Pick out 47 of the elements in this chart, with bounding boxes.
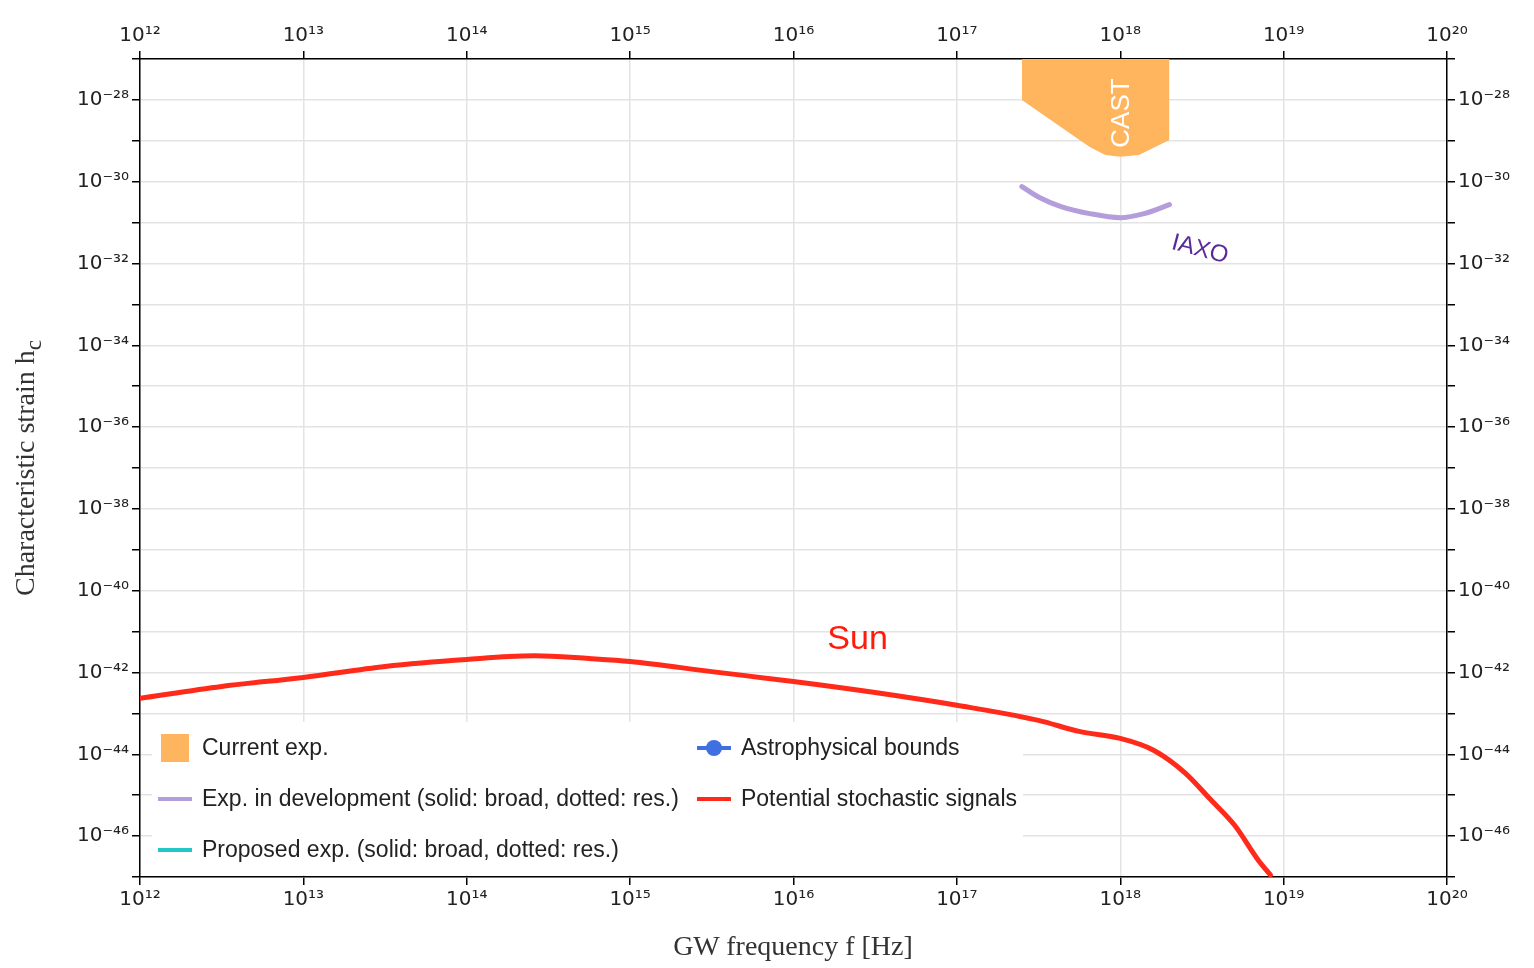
x-tick-label: 10¹⁷ [936, 886, 978, 911]
x-tick-label: 10²⁰ [1426, 886, 1468, 911]
text: 10⁻²⁸ [76, 86, 129, 111]
text: 10⁻³⁴ [76, 331, 129, 356]
x-tick-label: 10¹² [119, 886, 161, 911]
legend-label: Potential stochastic signals [740, 785, 1018, 812]
x-tick-label: 10¹⁹ [1262, 886, 1305, 911]
text: 10¹³ [282, 22, 325, 47]
y-tick-label: 10⁻⁴² [1458, 658, 1511, 683]
text: 10⁻³⁰ [76, 167, 129, 192]
text: 10¹⁴ [446, 22, 488, 47]
y-tick-label: 10⁻³² [1458, 249, 1511, 274]
text: 10²⁰ [1426, 22, 1468, 47]
y-tick-label: 10⁻⁴⁴ [1458, 740, 1511, 765]
legend-label: Exp. in development (solid: broad, dotted: res.) [202, 785, 679, 812]
annotation: CAST [1104, 78, 1135, 148]
y-tick-label: 10⁻³⁸ [1458, 495, 1511, 520]
text: 10¹⁸ [1099, 22, 1141, 47]
y-tick-label: 10⁻⁴⁶ [1458, 822, 1511, 847]
text: 10⁻³² [76, 249, 129, 274]
y-tick-label: 10⁻²⁸ [1458, 86, 1511, 111]
text: 10⁻³⁸ [76, 495, 129, 520]
y-tick-label: 10⁻⁴⁰ [1458, 576, 1511, 601]
x-tick-label: 10¹⁶ [772, 886, 815, 911]
x-tick-label: 10¹⁵ [609, 886, 651, 911]
x-tick-label: 10¹⁸ [1099, 886, 1141, 911]
y-tick-label: 10⁻³⁴ [1458, 331, 1511, 356]
x-tick-label: 10¹³ [282, 886, 325, 911]
text: 10¹² [119, 22, 161, 47]
annotation: IAXO [1169, 227, 1232, 269]
text: 10⁻⁴⁴ [76, 740, 129, 765]
y-tick-label: 10⁻³⁶ [1458, 413, 1511, 438]
text: 10¹⁵ [609, 22, 651, 47]
legend-label: Current exp. [202, 734, 329, 761]
text: 10⁻⁴² [76, 658, 129, 683]
text: 10¹⁷ [936, 22, 978, 47]
text: 10¹⁶ [772, 22, 815, 47]
y-tick-label: 10⁻³⁰ [1458, 167, 1511, 192]
x-axis-title: GW frequency f [Hz] [673, 930, 913, 962]
text: 10⁻⁴⁰ [76, 576, 129, 601]
legend-label: Proposed exp. (solid: broad, dotted: res.) [202, 836, 619, 863]
text: 10¹⁹ [1262, 22, 1305, 47]
legend-label: Astrophysical bounds [740, 734, 960, 761]
text: 10⁻⁴⁶ [76, 822, 129, 847]
annotation: Sun [827, 618, 888, 657]
text: 10⁻³⁶ [76, 413, 129, 438]
x-tick-label: 10¹⁴ [446, 886, 488, 911]
